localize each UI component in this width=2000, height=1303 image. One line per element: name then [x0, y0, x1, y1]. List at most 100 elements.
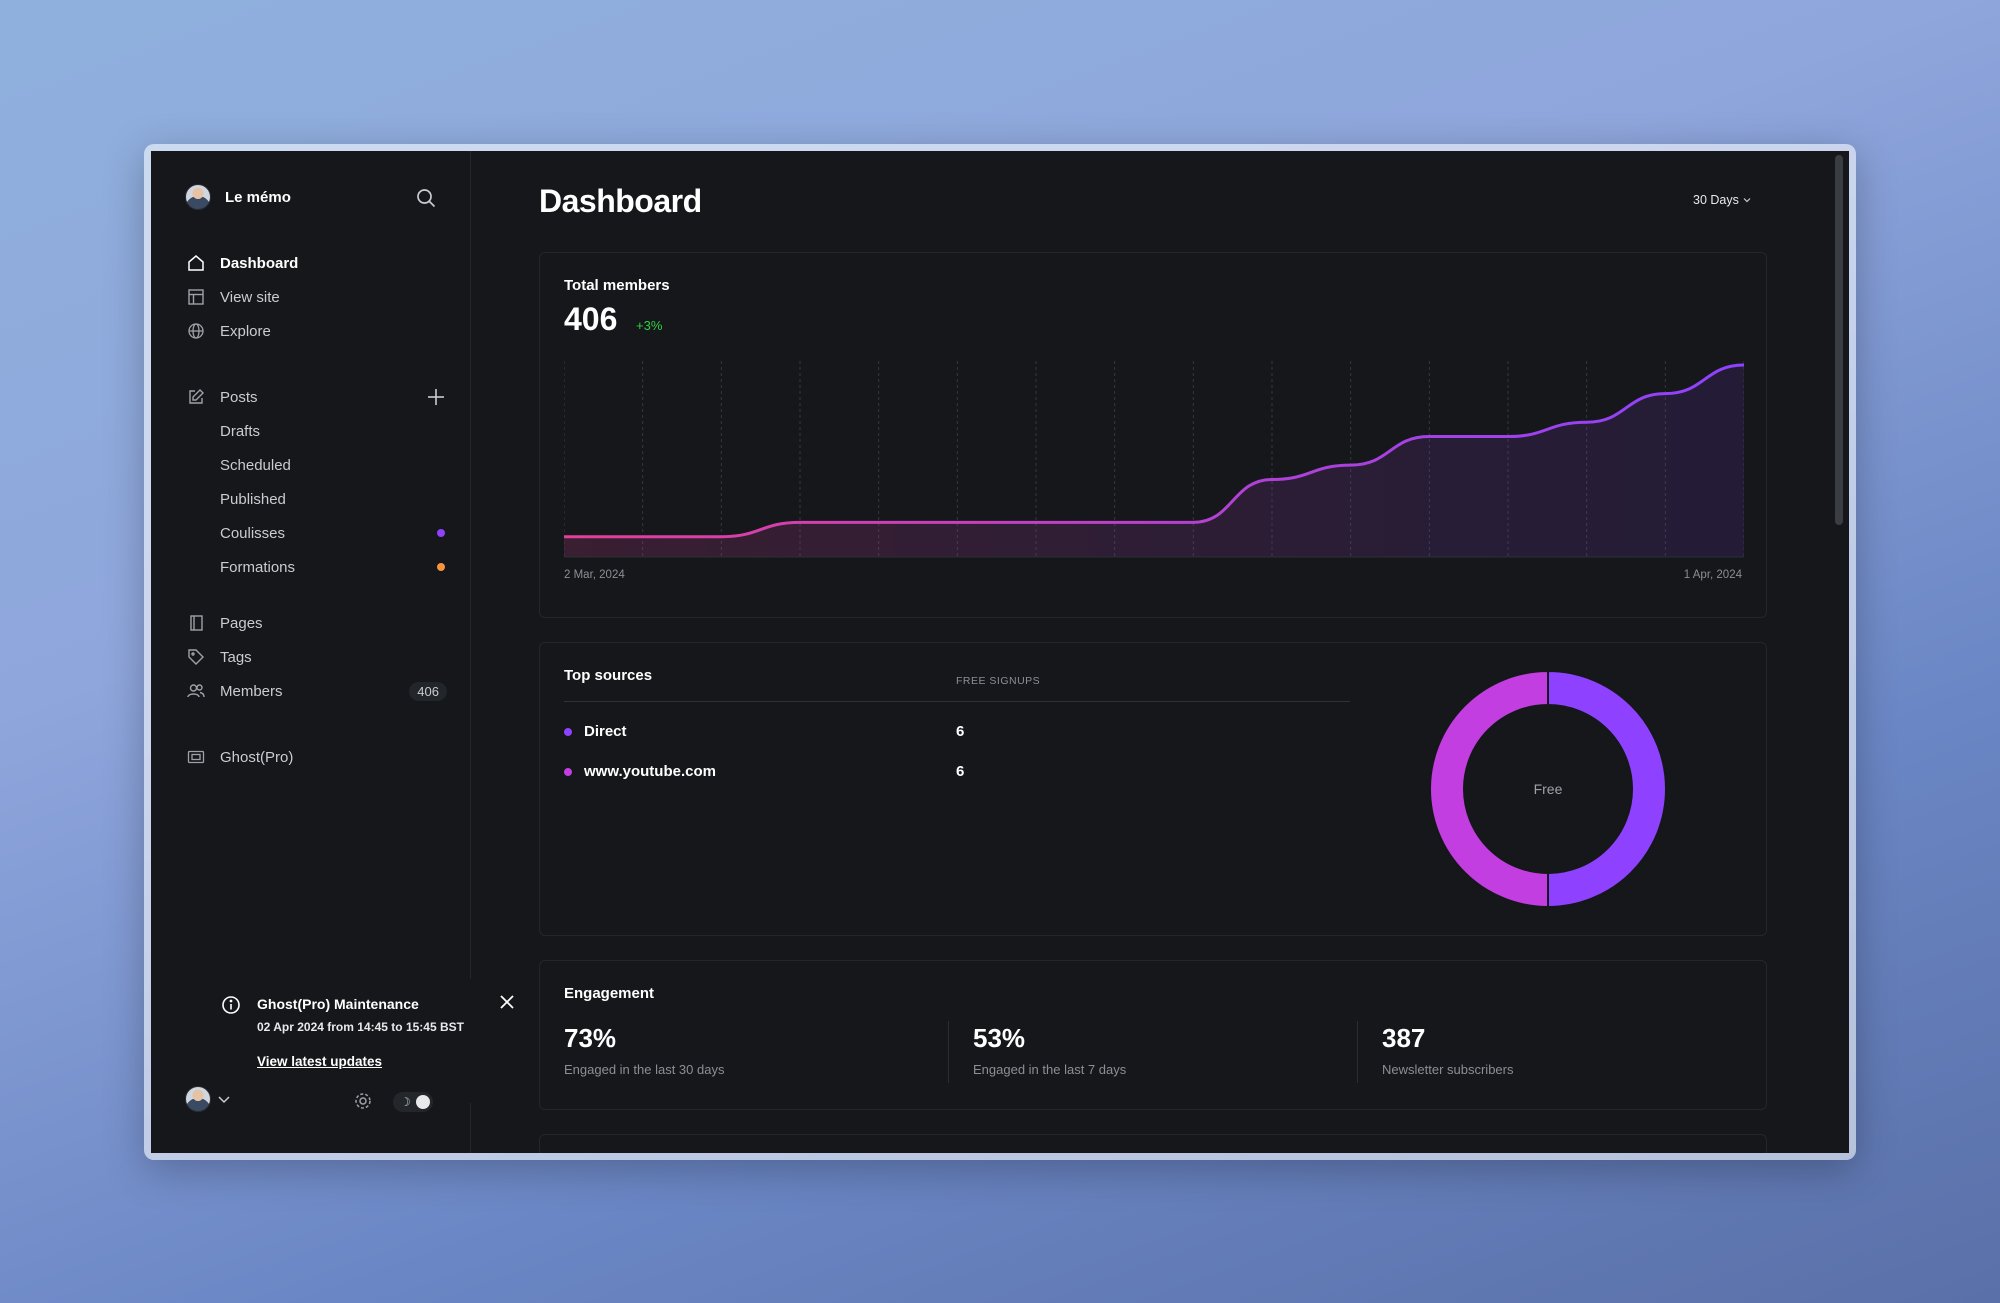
stat-divider: [948, 1021, 949, 1083]
nav-label: Ghost(Pro): [220, 748, 294, 766]
stat-label: Engaged in the last 7 days: [973, 1062, 1127, 1077]
members-count-badge: 406: [409, 681, 447, 701]
top-sources-card: Top sources FREE SIGNUPS Direct 6 www.yo…: [539, 642, 1767, 936]
stat-divider: [1357, 1021, 1358, 1083]
members-area-chart[interactable]: [564, 361, 1744, 561]
nav-item-formations[interactable]: Formations: [187, 555, 447, 579]
sources-divider: [564, 701, 1350, 702]
total-members-card: Total members 406 +3% 2 Mar, 2024 1 Apr,…: [539, 252, 1767, 618]
members-series-line: [564, 363, 1744, 539]
stat-value: 73%: [564, 1023, 617, 1053]
chevron-down-icon: [1743, 198, 1751, 203]
nav-item-tags[interactable]: Tags: [187, 645, 447, 669]
sources-donut-chart[interactable]: Free: [1428, 669, 1668, 909]
stat-value: 53%: [973, 1023, 1026, 1053]
source-value: 6: [956, 723, 965, 740]
site-name: Le mémo: [225, 188, 291, 206]
pages-icon: [190, 615, 203, 631]
coulisses-dot: [437, 529, 445, 537]
next-card: [539, 1134, 1767, 1153]
nav-label: Posts: [220, 388, 258, 406]
nav-label: Members: [220, 682, 283, 700]
nav-label: Coulisses: [220, 524, 286, 542]
gear-icon[interactable]: [352, 1090, 374, 1112]
members-icon: [187, 684, 205, 698]
engagement-card: Engagement 73% Engaged in the last 30 da…: [539, 960, 1767, 1110]
nav-item-posts[interactable]: Posts: [187, 385, 447, 409]
total-members-value: 406: [564, 301, 618, 337]
nav-item-scheduled[interactable]: Scheduled: [187, 453, 447, 477]
top-sources-title: Top sources: [564, 667, 653, 684]
site-avatar: [185, 184, 211, 210]
globe-icon: [188, 323, 204, 339]
nav-label: Tags: [220, 648, 252, 666]
close-icon[interactable]: [498, 993, 516, 1011]
date-range-select[interactable]: 30 Days: [1693, 193, 1751, 207]
source-row[interactable]: www.youtube.com 6: [564, 761, 1350, 783]
donut-center-label: Free: [1534, 781, 1563, 797]
nav-label: Pages: [220, 614, 263, 632]
nav-item-dashboard[interactable]: Dashboard: [187, 251, 447, 275]
total-members-delta: +3%: [636, 318, 663, 333]
main-content: Dashboard 30 Days Total members 406 +3% …: [471, 151, 1829, 1153]
source-name: www.youtube.com: [584, 763, 716, 780]
source-row[interactable]: Direct 6: [564, 721, 1350, 743]
donut-slice[interactable]: [1429, 669, 1549, 909]
nav-label: Dashboard: [220, 254, 299, 272]
nav-item-view-site[interactable]: View site: [187, 285, 447, 309]
engagement-stat-subscribers: 387 Newsletter subscribers: [1382, 1023, 1514, 1077]
main-scrollbar[interactable]: [1829, 151, 1849, 1153]
ghost-admin-app: Le mémo Dashboard View site Explore Post…: [151, 151, 1849, 1153]
nav-item-published[interactable]: Published: [187, 487, 447, 511]
free-signups-column-header: FREE SIGNUPS: [956, 675, 1041, 687]
sidebar: Le mémo Dashboard View site Explore Post…: [151, 151, 533, 1153]
source-value: 6: [956, 763, 965, 780]
nav-label: View site: [220, 288, 280, 306]
formations-dot: [437, 563, 445, 571]
user-menu[interactable]: [185, 1086, 231, 1112]
nav-label: Scheduled: [220, 456, 291, 474]
nav-label: Explore: [220, 322, 271, 340]
info-icon: [222, 996, 240, 1014]
view-latest-updates-link[interactable]: View latest updates: [257, 1054, 383, 1069]
chart-start-date: 2 Mar, 2024: [564, 569, 625, 581]
edit-icon: [189, 389, 204, 404]
add-post-icon[interactable]: [427, 388, 445, 406]
nav-item-explore[interactable]: Explore: [187, 319, 447, 343]
nav-item-ghost-pro[interactable]: Ghost(Pro): [187, 745, 447, 769]
members-area-fill: [564, 365, 1744, 557]
home-icon: [188, 255, 204, 271]
scrollbar-thumb[interactable]: [1835, 155, 1843, 525]
ghost-pro-icon: [187, 750, 205, 764]
nav-label: Published: [220, 490, 286, 508]
user-avatar: [185, 1086, 211, 1112]
engagement-stat-7d: 53% Engaged in the last 7 days: [973, 1023, 1126, 1077]
notification-title: Ghost(Pro) Maintenance: [257, 996, 419, 1012]
source-name: Direct: [584, 723, 627, 740]
nav-label: Drafts: [220, 422, 261, 440]
toggle-knob: [416, 1095, 430, 1109]
page-title: Dashboard: [539, 183, 702, 219]
nav-item-members[interactable]: Members 406: [187, 679, 447, 703]
nav-item-pages[interactable]: Pages: [187, 611, 447, 635]
chevron-down-icon: [218, 1096, 230, 1104]
engagement-stat-30d: 73% Engaged in the last 30 days: [564, 1023, 724, 1077]
layout-icon: [188, 289, 204, 305]
stat-value: 387: [1382, 1023, 1426, 1053]
engagement-title: Engagement: [564, 985, 655, 1002]
dark-mode-toggle[interactable]: ☽: [393, 1092, 433, 1112]
source-color-dot: [564, 768, 572, 776]
stat-label: Newsletter subscribers: [1382, 1062, 1514, 1077]
search-icon[interactable]: [416, 188, 436, 208]
chart-end-date: 1 Apr, 2024: [1683, 569, 1742, 581]
site-brand[interactable]: Le mémo: [185, 184, 291, 210]
donut-slice[interactable]: [1547, 669, 1667, 909]
moon-icon: ☽: [400, 1095, 411, 1109]
source-color-dot: [564, 728, 572, 736]
nav-item-drafts[interactable]: Drafts: [187, 419, 447, 443]
stat-label: Engaged in the last 30 days: [564, 1062, 725, 1077]
nav-item-coulisses[interactable]: Coulisses: [187, 521, 447, 545]
tag-icon: [188, 649, 204, 665]
date-range-value: 30 Days: [1693, 193, 1739, 207]
maintenance-notification: Ghost(Pro) Maintenance 02 Apr 2024 from …: [211, 979, 533, 1103]
